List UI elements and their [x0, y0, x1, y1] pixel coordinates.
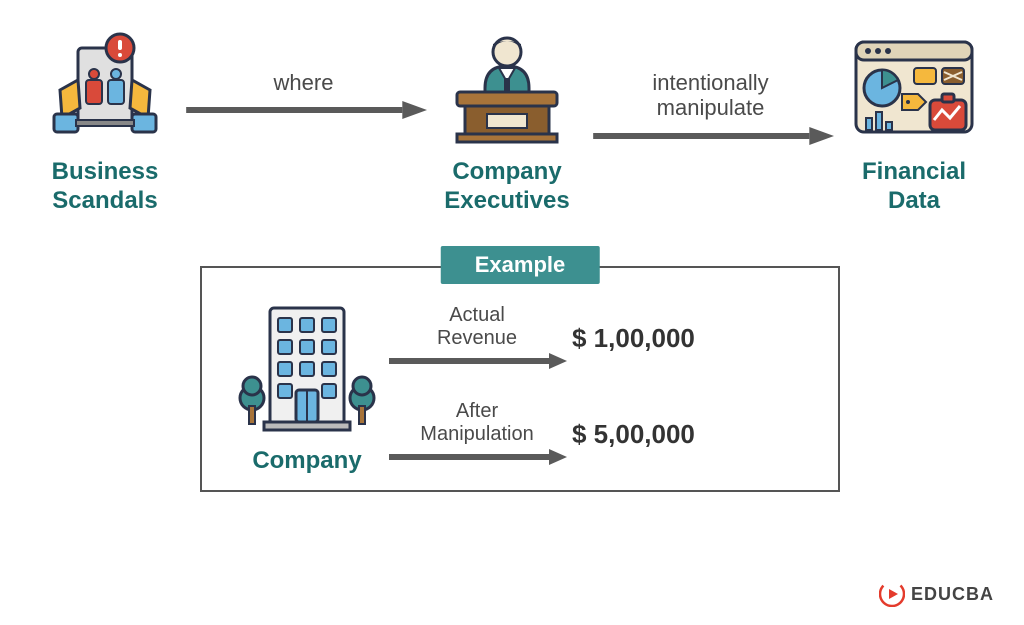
arrow-icon: [587, 121, 834, 151]
financial-data-icon: [844, 30, 984, 150]
node-business-scandals: Business Scandals: [40, 30, 170, 216]
arrow-where: where: [180, 30, 427, 125]
arrow-manipulate: intentionally manipulate: [587, 30, 834, 151]
node-label: Company Executives: [444, 158, 569, 216]
arrow-label: where: [274, 70, 334, 95]
scandals-icon: [40, 30, 170, 150]
row-value: $ 1,00,000: [572, 323, 695, 354]
educba-logo-icon: [879, 581, 905, 607]
node-company-executives: Company Executives: [437, 30, 577, 216]
educba-logo-text: EDUCBA: [911, 584, 994, 605]
company-column: Company: [232, 298, 382, 475]
company-label: Company: [252, 447, 361, 475]
example-badge: Example: [441, 246, 600, 284]
arrow-icon: [387, 350, 567, 372]
node-label: Financial Data: [862, 158, 966, 216]
row-label: Actual Revenue: [402, 304, 552, 350]
row-value: $ 5,00,000: [572, 419, 695, 450]
node-financial-data: Financial Data: [844, 30, 984, 216]
arrow-icon: [387, 446, 567, 468]
arrow-label: intentionally manipulate: [652, 70, 768, 121]
building-icon: [232, 298, 382, 443]
educba-logo: EDUCBA: [879, 581, 994, 607]
row-label: After Manipulation: [402, 400, 552, 446]
flow-row: Business Scandals where: [0, 0, 1024, 216]
example-box: Example: [200, 266, 840, 492]
arrow-icon: [180, 95, 427, 125]
example-row-manipulated: After Manipulation $ 5,00,000: [402, 400, 808, 468]
example-rows: Actual Revenue $ 1,00,000 After Manipula…: [402, 304, 808, 468]
example-row-actual: Actual Revenue $ 1,00,000: [402, 304, 808, 372]
executive-icon: [437, 30, 577, 150]
node-label: Business Scandals: [52, 158, 159, 216]
